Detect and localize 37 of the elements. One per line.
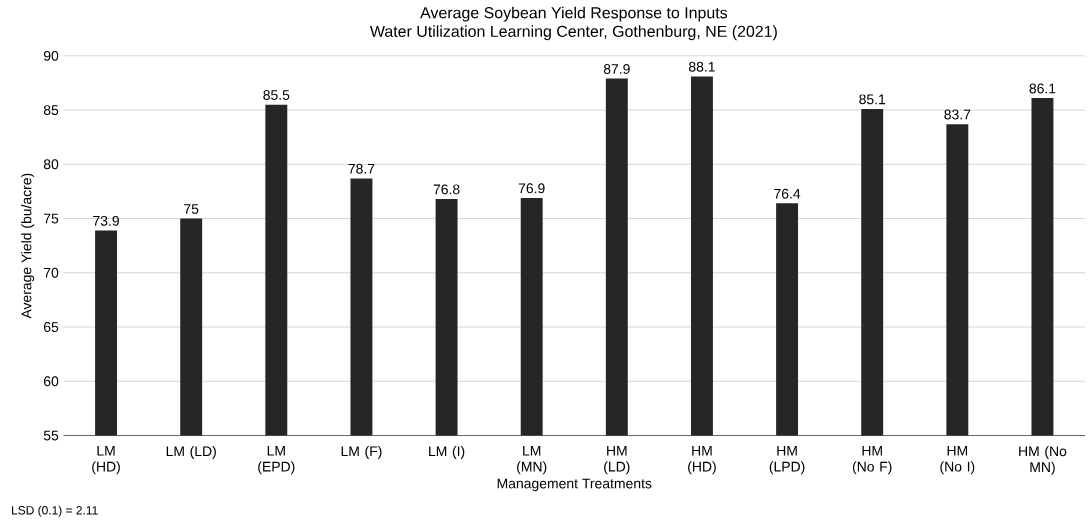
data-label: 76.9 bbox=[518, 183, 545, 194]
data-label: 75 bbox=[184, 204, 199, 214]
x-tick-label: HM (HD) bbox=[688, 445, 716, 475]
x-tick-label: LM (EPD) bbox=[258, 445, 295, 475]
x-tick-label: HM (No F) bbox=[852, 445, 892, 475]
data-label: 86.1 bbox=[1029, 83, 1056, 94]
y-tick-label: 60 bbox=[43, 376, 59, 387]
data-label: 85.5 bbox=[263, 89, 290, 100]
x-tick-label: HM (No MN) bbox=[1019, 445, 1067, 475]
y-tick-label: 55 bbox=[43, 430, 59, 441]
x-tick-label: LM (MN) bbox=[517, 445, 547, 475]
x-tick-label: HM (No I) bbox=[940, 445, 975, 475]
data-label: 88.1 bbox=[688, 61, 715, 72]
y-axis-title: Average Yield (bu/acre) bbox=[21, 173, 35, 319]
x-tick-label: LM (I) bbox=[429, 445, 465, 459]
x-axis-title: Management Treatments bbox=[497, 478, 652, 492]
y-tick-label: 80 bbox=[43, 159, 59, 170]
y-tick-label: 85 bbox=[43, 105, 59, 115]
x-tick-label: LM (LD) bbox=[166, 445, 216, 459]
x-tick-label: LM (F) bbox=[341, 445, 382, 459]
chart-title: Average Soybean Yield Response to Inputs bbox=[420, 6, 728, 22]
y-tick-label: 90 bbox=[43, 50, 59, 61]
x-tick-label: HM (LD) bbox=[604, 445, 630, 475]
data-label: 87.9 bbox=[603, 63, 630, 74]
x-tick-label: HM (LPD) bbox=[769, 445, 805, 475]
data-label: 78.7 bbox=[348, 163, 375, 174]
y-tick-label: 75 bbox=[43, 213, 59, 224]
y-tick-label: 70 bbox=[43, 267, 59, 278]
data-label: 73.9 bbox=[93, 215, 119, 226]
chart-subtitle: Water Utilization Learning Center, Gothenburg, NE (2021) bbox=[369, 25, 777, 41]
data-label: 76.4 bbox=[774, 188, 801, 199]
data-label: 85.1 bbox=[859, 94, 886, 105]
text: LSD (0.1) = 2.11 bbox=[12, 505, 98, 517]
y-tick-label: 65 bbox=[43, 321, 59, 332]
data-label: 76.8 bbox=[433, 184, 460, 195]
x-tick-label: LM (HD) bbox=[92, 445, 120, 475]
data-label: 83.7 bbox=[944, 109, 971, 120]
